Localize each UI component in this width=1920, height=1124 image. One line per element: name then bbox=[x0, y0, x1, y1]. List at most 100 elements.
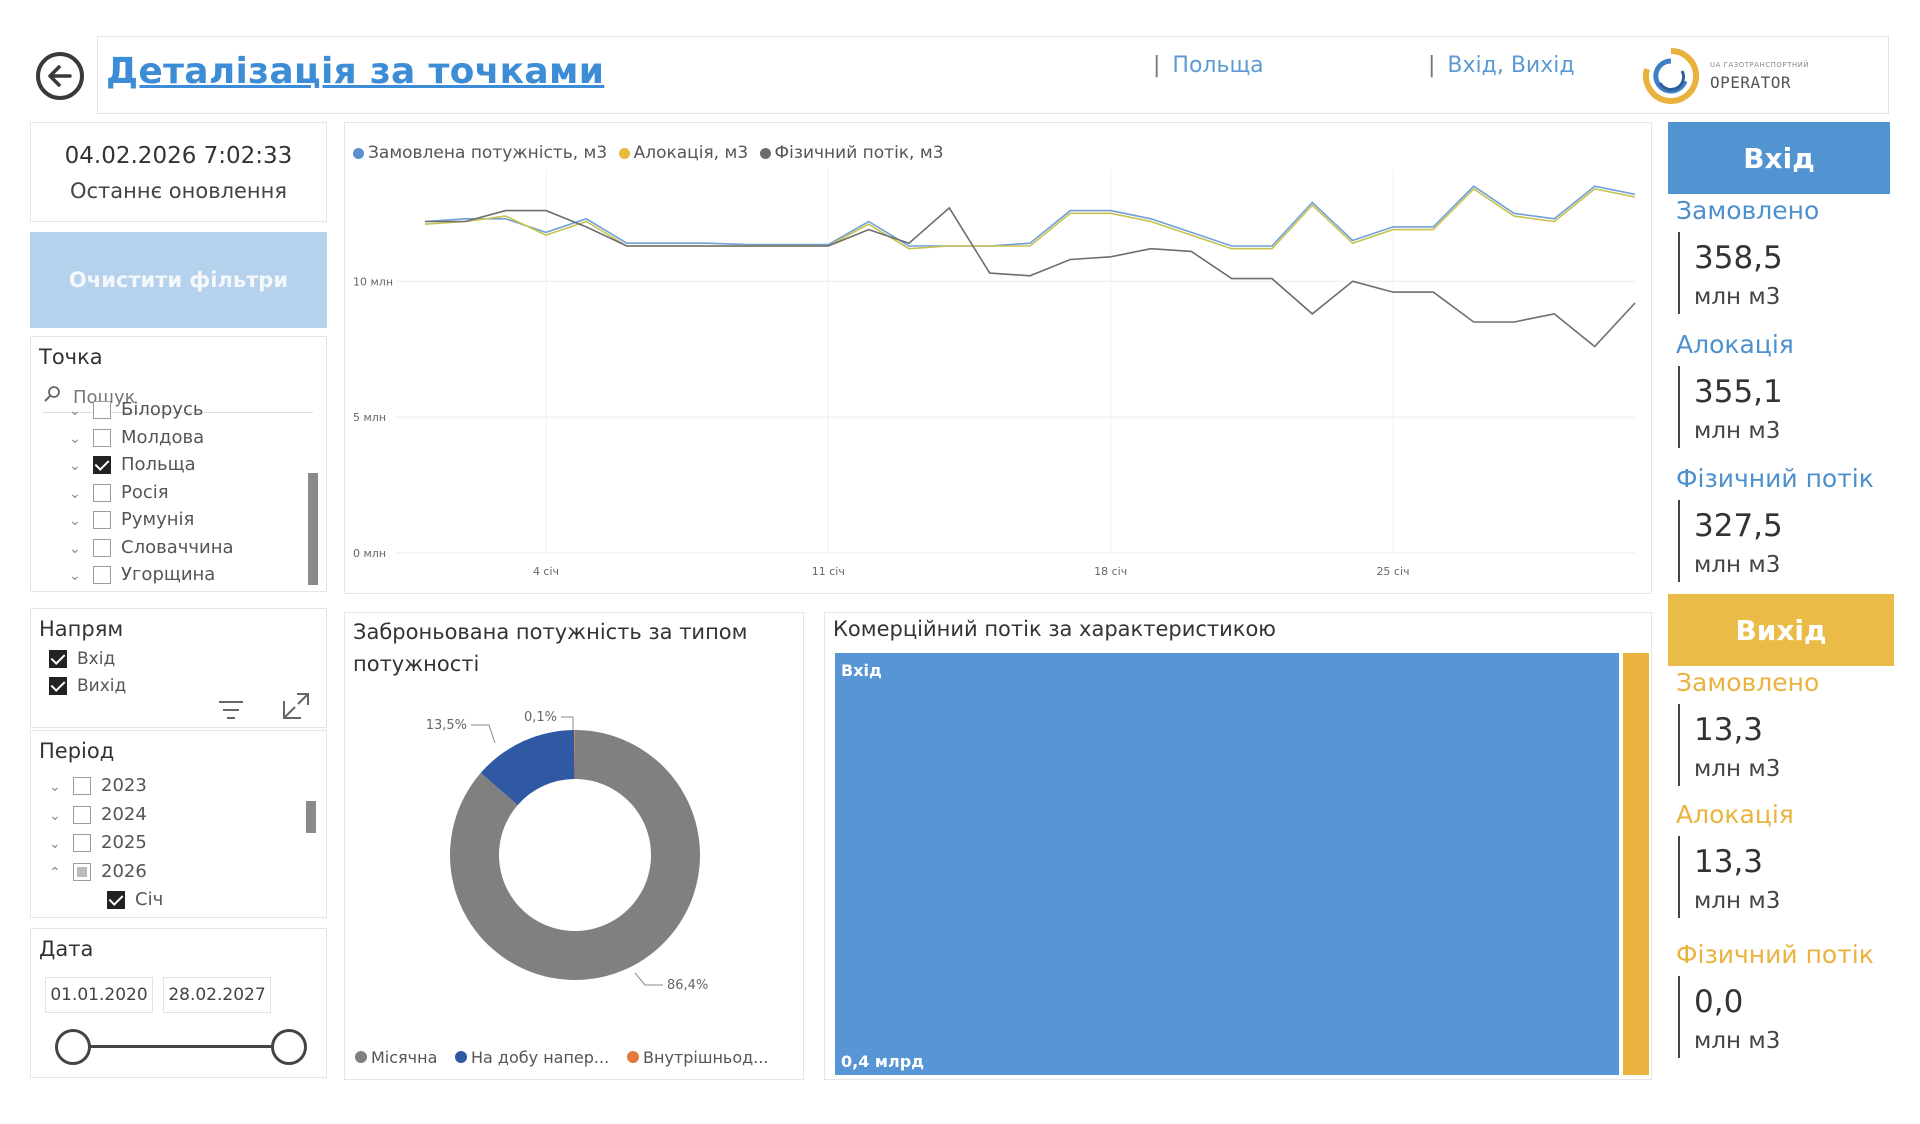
point-list-item[interactable]: ⌄ Росія bbox=[69, 482, 169, 503]
checkbox[interactable] bbox=[73, 805, 91, 824]
direction-list-item-label: Вихід bbox=[77, 676, 127, 696]
legend-item-ordered[interactable]: Замовлена потужність, м3 bbox=[353, 143, 607, 163]
checkbox[interactable] bbox=[93, 538, 111, 557]
chevron-down-icon[interactable]: ⌄ bbox=[69, 458, 81, 474]
date-from-input[interactable]: 01.01.2020 bbox=[45, 977, 153, 1013]
legend-label-ordered: Замовлена потужність, м3 bbox=[368, 143, 608, 163]
header-filter-country[interactable]: | Польща bbox=[1153, 53, 1264, 78]
kpi-out-ordered-value: 13,3 bbox=[1694, 712, 1764, 748]
chevron-down-icon[interactable]: ⌄ bbox=[49, 807, 61, 824]
point-slicer: Точка Пошук ⌄ Білорусь ⌄ Молдова ⌄ Польща ⌄ Рос… bbox=[30, 336, 327, 592]
kpi-in-alloc-unit: млн м3 bbox=[1694, 418, 1781, 444]
period-list-item[interactable]: ⌄ 2024 bbox=[49, 804, 147, 825]
legend-dot-allocation bbox=[618, 147, 630, 159]
last-refresh-card: 04.02.2026 7:02:33 Останнє оновлення bbox=[30, 122, 327, 222]
donut-legend-label[interactable]: На добу напер... bbox=[471, 1048, 609, 1067]
treemap-tile-in[interactable]: Вхід 0,4 млрд bbox=[835, 653, 1619, 1075]
chevron-down-icon[interactable]: ⌄ bbox=[69, 485, 81, 502]
checkbox[interactable] bbox=[93, 566, 111, 584]
kpi-divider bbox=[1678, 704, 1680, 786]
series-line-ordered[interactable] bbox=[424, 185, 1636, 247]
legend-item-allocation[interactable]: Алокація, м3 bbox=[618, 143, 748, 163]
logo-text: OPERATOR bbox=[1710, 73, 1792, 92]
point-list-item[interactable]: ⌄ Угорщина bbox=[69, 564, 215, 585]
kpi-out-ordered-unit: млн м3 bbox=[1694, 756, 1781, 782]
direction-list-item[interactable]: Вхід bbox=[49, 649, 115, 669]
header-filter-country-text: Польща bbox=[1172, 53, 1264, 78]
line-chart-plot[interactable]: 0 млн 5 млн 10 млн 4 січ 11 січ 18 січ 25 січ bbox=[345, 123, 1651, 593]
header-filter-direction[interactable]: | Вхід, Вихід bbox=[1428, 53, 1575, 78]
kpi-in-ordered-unit: млн м3 bbox=[1694, 284, 1781, 310]
chevron-down-icon[interactable]: ⌄ bbox=[69, 540, 81, 557]
checkbox[interactable] bbox=[93, 428, 111, 447]
date-slider-track[interactable] bbox=[75, 1045, 291, 1048]
direction-slicer: Напрям Вхід Вихід bbox=[30, 608, 327, 728]
chevron-down-icon[interactable]: ⌄ bbox=[49, 779, 61, 795]
series-line-physical[interactable] bbox=[425, 206, 1636, 348]
donut-slice-intraday[interactable] bbox=[574, 730, 575, 780]
expand-icon[interactable] bbox=[281, 691, 311, 728]
kpi-in-phys-label: Фізичний потік bbox=[1676, 464, 1874, 493]
point-list-item[interactable]: ⌄ Польща bbox=[69, 454, 196, 475]
point-search-input[interactable]: Пошук bbox=[43, 383, 313, 413]
checkbox[interactable] bbox=[93, 401, 111, 419]
checkbox[interactable] bbox=[93, 511, 111, 529]
page-title[interactable]: Деталізація за точками bbox=[106, 51, 605, 92]
donut-data-label: 0,1% bbox=[524, 710, 557, 725]
donut-legend-label[interactable]: Внутрішньод... bbox=[643, 1048, 768, 1067]
period-list-item[interactable]: Січ bbox=[107, 889, 163, 910]
point-slicer-title: Точка bbox=[39, 345, 103, 369]
period-list-item[interactable]: ⌃ 2026 bbox=[49, 861, 147, 882]
chevron-down-icon[interactable]: ⌄ bbox=[69, 403, 81, 419]
point-list-item[interactable]: ⌄ Румунія bbox=[69, 509, 194, 530]
period-list-item-label: 2023 bbox=[101, 775, 147, 796]
donut-slice-monthly[interactable] bbox=[450, 730, 700, 980]
period-list-item[interactable]: ⌄ 2025 bbox=[49, 832, 147, 853]
point-list-item[interactable]: ⌄ Білорусь bbox=[69, 399, 203, 420]
treemap-tile-out[interactable] bbox=[1623, 653, 1649, 1075]
chevron-down-icon[interactable]: ⌄ bbox=[69, 430, 81, 447]
point-list-item[interactable]: ⌄ Молдова bbox=[69, 427, 204, 448]
date-range-slicer: Дата 01.01.2020 28.02.2027 bbox=[30, 928, 327, 1078]
period-list-scrollbar[interactable] bbox=[306, 801, 316, 833]
donut-data-label: 86,4% bbox=[667, 978, 708, 993]
checkbox[interactable] bbox=[107, 891, 125, 909]
y-tick-label: 0 млн bbox=[353, 547, 386, 560]
date-to-input[interactable]: 28.02.2027 bbox=[163, 977, 271, 1013]
checkbox[interactable] bbox=[49, 677, 67, 695]
period-list-item[interactable]: ⌄ 2023 bbox=[49, 775, 147, 796]
logo-subtext: UA ГАЗОТРАНСПОРТНИЙ bbox=[1710, 61, 1810, 69]
donut-chart-plot[interactable]: 86,4% 13,5% 0,1% Місячна На добу напер... Вну… bbox=[345, 613, 803, 1079]
x-tick-label: 11 січ bbox=[812, 565, 845, 578]
chevron-down-icon[interactable]: ⌄ bbox=[69, 568, 81, 584]
period-slicer-title: Період bbox=[39, 739, 115, 763]
chevron-down-icon[interactable]: ⌄ bbox=[69, 513, 81, 529]
legend-item-physical[interactable]: Фізичний потік, м3 bbox=[759, 143, 944, 163]
point-list-item-label: Словаччина bbox=[121, 536, 234, 558]
legend-dot-ordered bbox=[353, 147, 364, 159]
filter-lines-icon[interactable] bbox=[217, 698, 245, 728]
clear-filters-button[interactable]: Очистити фільтри bbox=[30, 232, 327, 328]
checkbox[interactable] bbox=[49, 650, 67, 668]
chevron-up-icon[interactable]: ⌃ bbox=[49, 864, 61, 881]
date-slider-start-handle[interactable] bbox=[55, 1029, 91, 1065]
point-list-scrollbar[interactable] bbox=[308, 473, 318, 585]
donut-slice-daily[interactable] bbox=[480, 730, 575, 806]
checkbox[interactable] bbox=[93, 483, 111, 502]
direction-list-item[interactable]: Вихід bbox=[49, 676, 126, 696]
chevron-down-icon[interactable]: ⌄ bbox=[49, 836, 61, 852]
back-button[interactable] bbox=[36, 52, 84, 100]
point-list-item[interactable]: ⌄ Словаччина bbox=[69, 537, 234, 558]
checkbox[interactable] bbox=[73, 777, 91, 795]
checkbox[interactable] bbox=[73, 862, 91, 881]
donut-leader-line bbox=[634, 972, 663, 986]
series-line-allocation[interactable] bbox=[424, 187, 1636, 250]
checkbox[interactable] bbox=[93, 456, 111, 474]
period-list-item-label: 2024 bbox=[101, 803, 147, 825]
checkbox[interactable] bbox=[73, 834, 91, 852]
kpi-out-ordered-label: Замовлено bbox=[1676, 668, 1820, 697]
x-tick-label: 25 січ bbox=[1376, 565, 1409, 578]
date-slider-end-handle[interactable] bbox=[271, 1029, 307, 1065]
donut-legend-label[interactable]: Місячна bbox=[371, 1048, 437, 1067]
kpi-divider bbox=[1678, 366, 1680, 448]
